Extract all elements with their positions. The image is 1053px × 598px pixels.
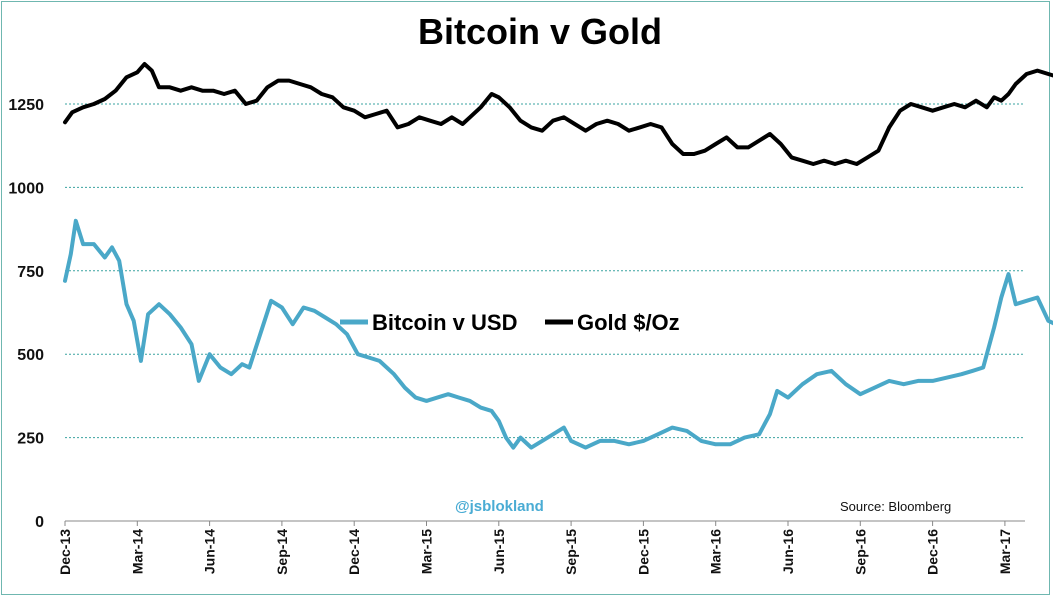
y-tick-label: 0: [35, 514, 44, 531]
x-tick-label: Sep-15: [563, 529, 579, 575]
x-tick-label: Sep-16: [852, 529, 868, 575]
legend: Bitcoin v USD Gold $/Oz: [340, 310, 680, 335]
y-tick-label: 750: [17, 264, 44, 281]
x-tick-label: Dec-15: [635, 529, 651, 575]
y-tick-label: 1000: [8, 180, 44, 197]
x-tick-label: Dec-16: [925, 529, 941, 575]
y-axis-ticks: 0 250 500 750 1000 1250: [8, 97, 44, 531]
bitcoin-series-line: [63, 218, 1053, 450]
legend-label-gold: Gold $/Oz: [577, 310, 680, 335]
x-tick-label: Jun-16: [780, 529, 796, 574]
gridlines: [65, 103, 1025, 439]
y-tick-label: 1250: [8, 97, 44, 114]
x-tick-label: Mar-17: [997, 529, 1013, 574]
x-axis: Dec-13 Mar-14 Jun-14 Sep-14 Dec-14 Mar-15 Jun-…: [57, 520, 1025, 575]
x-tick-label: Jun-14: [202, 529, 218, 574]
chart-title: Bitcoin v Gold: [418, 11, 662, 52]
x-tick-label: Sep-14: [274, 529, 290, 575]
x-tick-label: Dec-14: [346, 529, 362, 575]
x-tick-label: Mar-16: [708, 529, 724, 574]
gold-series-line: [63, 62, 1053, 166]
source-note: Source: Bloomberg: [840, 499, 951, 514]
x-tick-label: Dec-13: [57, 529, 73, 575]
x-tick-label: Mar-15: [419, 529, 435, 574]
x-tick-label: Jun-15: [491, 529, 507, 574]
x-tick-label: Mar-14: [129, 529, 145, 574]
series-lines: [63, 62, 1053, 450]
author-handle: @jsblokland: [455, 498, 544, 515]
y-tick-label: 500: [17, 347, 44, 364]
y-tick-label: 250: [17, 431, 44, 448]
legend-label-bitcoin: Bitcoin v USD: [372, 310, 517, 335]
